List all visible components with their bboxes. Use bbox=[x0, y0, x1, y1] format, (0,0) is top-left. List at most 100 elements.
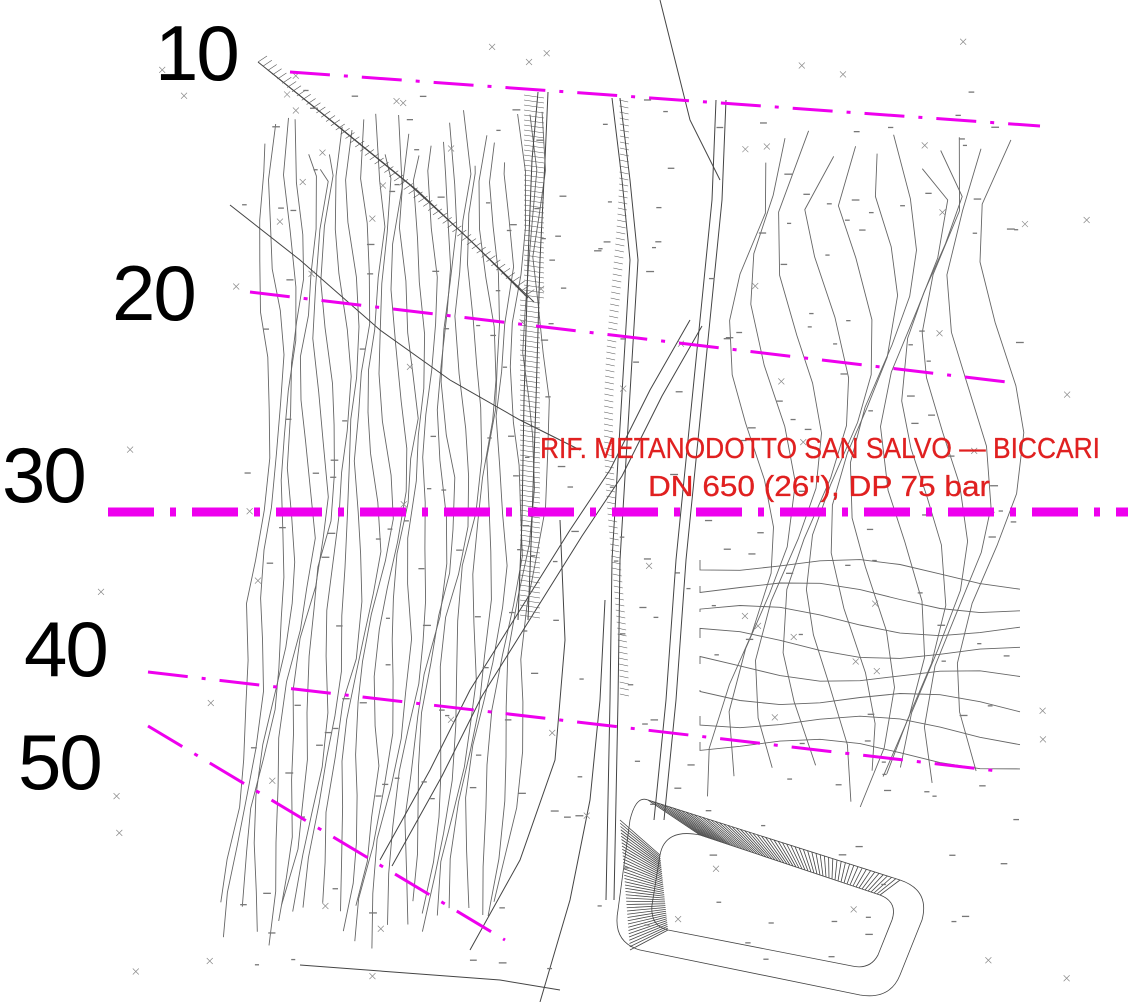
survey-cross bbox=[525, 58, 533, 66]
contour-line bbox=[421, 110, 472, 914]
hatch-mark bbox=[608, 519, 618, 523]
hatch-mark bbox=[604, 381, 614, 385]
hatch-mark bbox=[613, 267, 623, 271]
hatch-mark bbox=[519, 299, 541, 304]
hatch-mark bbox=[519, 394, 541, 399]
hatch-mark bbox=[609, 531, 619, 535]
hatch-mark bbox=[519, 584, 541, 589]
hatch-mark bbox=[604, 411, 614, 415]
hatch-mark bbox=[619, 681, 629, 685]
hatch-mark bbox=[272, 68, 282, 75]
hatch-mark bbox=[393, 174, 404, 182]
survey-cross bbox=[254, 577, 262, 584]
hatch-mark bbox=[617, 633, 627, 637]
hatch-mark bbox=[461, 234, 472, 241]
hatch-mark bbox=[604, 405, 614, 409]
hatch-mark bbox=[731, 826, 761, 856]
hatch-mark bbox=[761, 835, 782, 863]
section-line-10 bbox=[289, 70, 1041, 128]
hatch-mark bbox=[815, 853, 821, 876]
hatch-mark bbox=[607, 339, 617, 343]
hatch-mark bbox=[519, 344, 541, 349]
hatch-mark bbox=[519, 369, 541, 374]
hatch-mark bbox=[345, 132, 355, 139]
hatch-mark bbox=[519, 569, 541, 574]
survey-cross bbox=[406, 363, 414, 371]
hatch-mark bbox=[523, 204, 545, 209]
hatch-mark bbox=[619, 171, 629, 175]
hatch-mark bbox=[335, 123, 345, 131]
hatch-mark bbox=[621, 842, 662, 869]
hatch-mark bbox=[619, 153, 629, 157]
hatch-mark bbox=[398, 178, 409, 186]
hatch-mark bbox=[519, 449, 541, 454]
hatch-mark bbox=[523, 214, 545, 219]
hatch-mark bbox=[418, 195, 428, 203]
hatch-mark bbox=[824, 855, 827, 878]
road-edge bbox=[653, 99, 717, 821]
survey-cross bbox=[754, 622, 762, 630]
road-edge bbox=[613, 97, 639, 901]
hatch-mark bbox=[519, 444, 541, 449]
road-edge bbox=[663, 99, 727, 821]
contour-line bbox=[699, 582, 1021, 614]
hatch-mark bbox=[519, 539, 541, 544]
hatch-mark bbox=[702, 817, 740, 849]
hatch-mark bbox=[625, 887, 665, 895]
hatch-mark bbox=[626, 903, 666, 905]
hatch-mark bbox=[625, 897, 665, 901]
hatch-mark bbox=[523, 169, 545, 174]
hatch-mark bbox=[604, 441, 614, 445]
hatch-mark bbox=[519, 424, 541, 429]
contour-line bbox=[899, 137, 969, 768]
contour-line bbox=[880, 168, 949, 777]
hatch-mark bbox=[629, 929, 669, 951]
hatch-mark bbox=[840, 862, 846, 883]
hatch-mark bbox=[623, 865, 663, 882]
hatch-mark bbox=[629, 924, 668, 941]
hatch-mark bbox=[619, 147, 630, 151]
contour-line bbox=[699, 627, 1021, 659]
survey-cross bbox=[742, 145, 749, 153]
hatch-mark bbox=[523, 194, 545, 199]
survey-cross bbox=[871, 600, 879, 607]
section-label-30: 30 bbox=[2, 431, 87, 519]
hatch-mark bbox=[714, 821, 749, 852]
hatch-mark bbox=[626, 905, 666, 909]
contour-line bbox=[707, 162, 774, 797]
hatch-mark bbox=[519, 419, 541, 424]
hatch-mark bbox=[523, 199, 545, 204]
hatch-mark bbox=[519, 429, 541, 434]
hatch-mark bbox=[604, 459, 614, 463]
hatch-mark bbox=[486, 255, 496, 262]
hatch-mark bbox=[519, 349, 541, 354]
hatch-mark bbox=[330, 119, 341, 126]
hatch-mark bbox=[740, 829, 767, 858]
survey-cross bbox=[377, 925, 385, 933]
hatch-mark bbox=[452, 225, 462, 233]
contour-line bbox=[222, 123, 285, 938]
hatch-mark bbox=[624, 878, 664, 890]
survey-cross bbox=[292, 107, 300, 114]
hatch-mark bbox=[605, 369, 615, 373]
hatch-mark bbox=[677, 809, 722, 843]
hatch-mark bbox=[523, 99, 545, 104]
hatch-mark bbox=[604, 399, 614, 403]
contour-line bbox=[404, 141, 452, 925]
survey-cross bbox=[246, 508, 253, 515]
hatch-mark bbox=[849, 866, 859, 886]
hatch-mark bbox=[613, 261, 623, 265]
contour-line bbox=[354, 133, 419, 942]
hatch-mark bbox=[277, 72, 287, 80]
hatch-mark bbox=[519, 329, 541, 334]
hatch-mark bbox=[523, 124, 545, 129]
hatch-mark bbox=[476, 246, 486, 254]
hatch-mark bbox=[403, 183, 413, 190]
contour-line bbox=[322, 119, 371, 903]
hatch-mark bbox=[685, 811, 728, 845]
hatch-mark bbox=[286, 81, 297, 88]
survey-cross bbox=[447, 716, 455, 723]
hatch-mark bbox=[852, 867, 863, 887]
hatch-mark bbox=[626, 900, 666, 903]
section-label-20: 20 bbox=[112, 249, 197, 337]
